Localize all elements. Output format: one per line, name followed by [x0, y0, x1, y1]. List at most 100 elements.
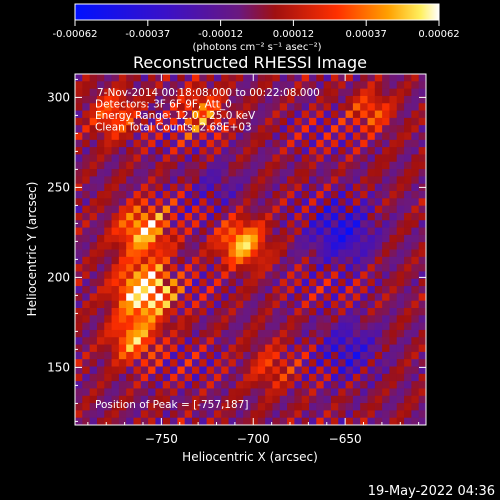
heatmap-cell — [352, 329, 361, 338]
heatmap-cell — [265, 154, 273, 163]
heatmap-cell — [243, 373, 251, 382]
heatmap-cell — [111, 191, 120, 199]
heatmap-cell — [294, 176, 303, 185]
heatmap-cell — [228, 337, 237, 345]
heatmap-cell — [192, 366, 200, 375]
heatmap-cell — [360, 322, 368, 331]
heatmap-cell — [89, 205, 98, 214]
heatmap-cell — [206, 74, 215, 82]
heatmap-cell — [133, 220, 142, 228]
heatmap-cell — [294, 249, 303, 258]
heatmap-cell — [265, 110, 273, 119]
heatmap-cell — [148, 74, 156, 82]
heatmap-cell — [265, 117, 273, 126]
heatmap-cell — [389, 176, 398, 185]
heatmap-cell — [96, 161, 105, 170]
heatmap-cell — [404, 117, 412, 126]
x-tick-label: −650 — [329, 432, 362, 446]
heatmap-cell — [294, 344, 303, 353]
heatmap-cell — [75, 110, 83, 119]
heatmap-cell — [133, 161, 142, 170]
heatmap-cell — [199, 256, 208, 265]
heatmap-cell — [411, 249, 420, 258]
heatmap-cell — [257, 139, 266, 148]
heatmap-cell — [170, 293, 178, 302]
heatmap-cell — [279, 395, 288, 404]
heatmap-cell — [404, 395, 412, 404]
heatmap-cell — [374, 227, 383, 236]
heatmap-cell — [272, 264, 281, 272]
heatmap-cell — [418, 388, 426, 397]
heatmap-cell — [330, 315, 339, 324]
heatmap-cell — [162, 242, 171, 250]
heatmap-cell — [228, 242, 237, 250]
heatmap-cell — [360, 132, 368, 141]
heatmap-cell — [133, 74, 142, 82]
heatmap-cell — [243, 256, 251, 265]
heatmap-cell — [148, 293, 156, 302]
heatmap-cell — [330, 74, 339, 82]
heatmap-cell — [82, 161, 91, 170]
x-tick-label: −700 — [237, 432, 270, 446]
heatmap-cell — [382, 329, 390, 338]
heatmap-cell — [360, 300, 368, 309]
heatmap-cell — [184, 191, 193, 199]
heatmap-cell — [338, 308, 346, 316]
heatmap-cell — [418, 381, 426, 389]
heatmap-cell — [418, 322, 426, 331]
heatmap-cell — [155, 242, 164, 250]
heatmap-cell — [418, 132, 426, 141]
heatmap-cell — [206, 286, 215, 294]
heatmap-cell — [82, 344, 91, 353]
heatmap-cell — [265, 264, 273, 272]
heatmap-cell — [133, 110, 142, 119]
y-tick-label: 300 — [47, 90, 70, 104]
heatmap-cell — [89, 351, 98, 360]
heatmap-cell — [162, 169, 171, 177]
heatmap-cell — [309, 147, 317, 155]
heatmap-cell — [301, 227, 310, 236]
heatmap-cell — [323, 191, 332, 199]
heatmap-cell — [287, 315, 295, 324]
heatmap-cell — [418, 117, 426, 126]
heatmap-cell — [243, 329, 251, 338]
heatmap-cell — [360, 95, 368, 104]
heatmap-cell — [367, 395, 376, 404]
heatmap-cell — [177, 417, 186, 425]
heatmap-cell — [140, 125, 149, 133]
heatmap-cell — [301, 410, 310, 419]
heatmap-cell — [330, 212, 339, 221]
heatmap-cell — [228, 366, 237, 375]
heatmap-cell — [360, 278, 368, 287]
heatmap-cell — [228, 300, 237, 309]
heatmap-cell — [199, 300, 208, 309]
heatmap-cell — [265, 74, 273, 82]
heatmap-cell — [111, 403, 120, 411]
heatmap-cell — [272, 191, 281, 199]
heatmap-cell — [192, 147, 200, 155]
heatmap-cell — [396, 381, 405, 389]
heatmap-cell — [199, 417, 208, 425]
heatmap-cell — [75, 329, 83, 338]
heatmap-cell — [323, 161, 332, 170]
heatmap-cell — [294, 381, 303, 389]
heatmap-cell — [418, 308, 426, 316]
heatmap-cell — [279, 139, 288, 148]
heatmap-cell — [367, 191, 376, 199]
heatmap-cell — [404, 256, 412, 265]
heatmap-cell — [389, 337, 398, 345]
heatmap-cell — [192, 154, 200, 163]
heatmap-cell — [301, 191, 310, 199]
heatmap-cell — [206, 110, 215, 119]
heatmap-cell — [82, 264, 91, 272]
heatmap-cell — [111, 417, 120, 425]
heatmap-cell — [228, 395, 237, 404]
heatmap-cell — [89, 198, 98, 207]
heatmap-cell — [250, 249, 259, 258]
heatmap-cell — [250, 198, 259, 207]
heatmap-cell — [133, 169, 142, 177]
heatmap-cell — [396, 205, 405, 214]
heatmap-cell — [418, 125, 426, 133]
heatmap-cell — [89, 161, 98, 170]
heatmap-cell — [228, 95, 237, 104]
